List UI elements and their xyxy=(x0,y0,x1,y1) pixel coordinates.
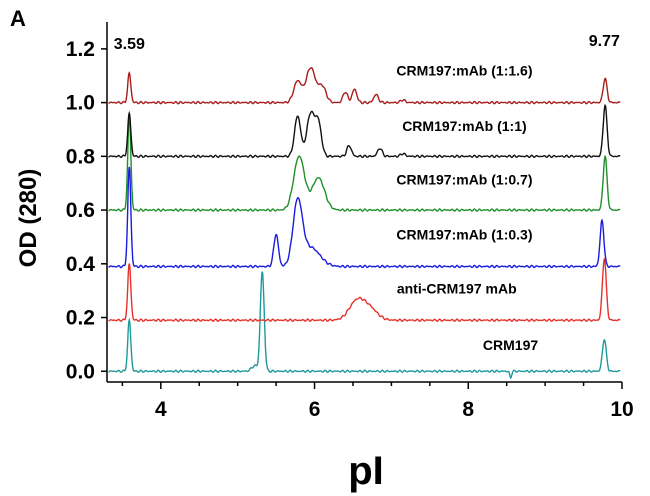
panel-label: A xyxy=(10,6,26,31)
y-tick-label: 0.4 xyxy=(66,253,96,276)
x-tick-label: 6 xyxy=(309,398,321,421)
y-tick-label: 0.2 xyxy=(66,307,95,330)
series-label: CRM197:mAb (1:0.7) xyxy=(396,172,532,188)
x-tick-label: 4 xyxy=(155,398,167,421)
x-tick-label: 10 xyxy=(610,398,633,421)
series-label: CRM197 xyxy=(483,337,538,353)
y-tick-label: 0.8 xyxy=(66,145,96,168)
series-label: CRM197:mAb (1:1.6) xyxy=(396,63,532,79)
x-tick-label: 8 xyxy=(462,398,474,421)
series-line xyxy=(108,115,621,212)
axes-layer: 0.0 0.2 0.4 0.6 0.8 1.0 1.2 4 6 8 10 xyxy=(66,22,634,421)
series-layer xyxy=(108,66,621,379)
series-label: anti-CRM197 mAb xyxy=(397,280,517,296)
series-label: CRM197:mAb (1:0.3) xyxy=(396,227,532,243)
peak-annotation: 9.77 xyxy=(589,33,620,50)
y-tick-label: 0.6 xyxy=(66,199,95,222)
series-line xyxy=(108,271,621,379)
series-line xyxy=(108,166,621,269)
series-label: CRM197:mAb (1:1) xyxy=(402,118,526,134)
y-tick-label: 1.0 xyxy=(66,92,95,115)
x-axis-title: pI xyxy=(348,449,384,493)
series-line xyxy=(108,103,621,159)
labels-layer: CRM197 anti-CRM197 mAb CRM197:mAb (1:0.3) C… xyxy=(114,33,620,353)
y-axis-title: OD (280) xyxy=(15,169,42,268)
series-line xyxy=(108,257,621,323)
peak-annotation: 3.59 xyxy=(114,36,145,53)
y-tick-label: 1.2 xyxy=(66,38,95,61)
y-tick-label: 0.0 xyxy=(66,360,95,383)
series-line xyxy=(108,66,621,105)
